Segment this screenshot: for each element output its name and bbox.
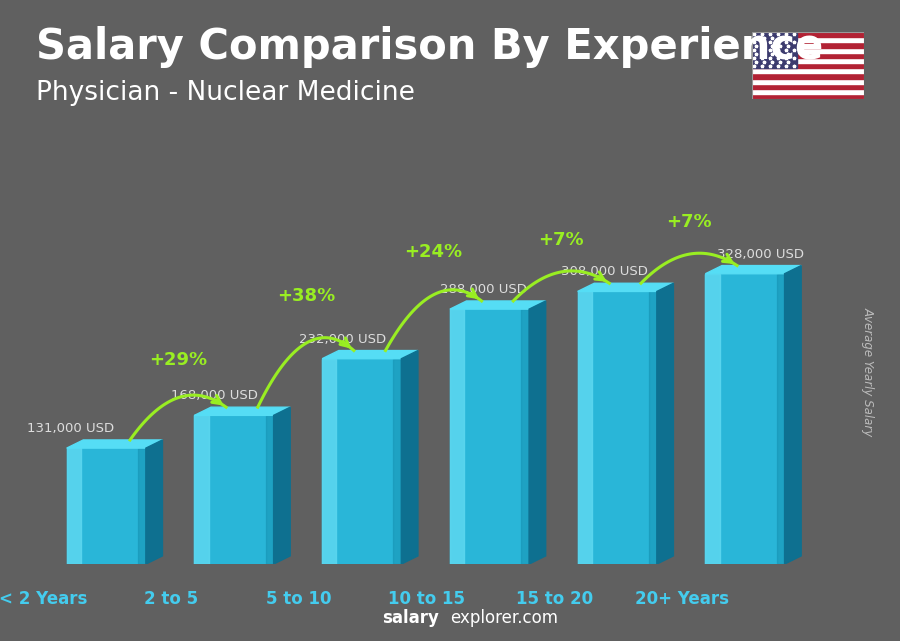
Bar [752, 69, 864, 74]
Bar [752, 84, 864, 89]
Text: 20+ Years: 20+ Years [635, 590, 729, 608]
Text: 5 to 10: 5 to 10 [266, 590, 332, 608]
Polygon shape [67, 448, 146, 564]
Polygon shape [138, 448, 146, 564]
Polygon shape [393, 359, 401, 564]
Polygon shape [146, 440, 163, 564]
Polygon shape [450, 301, 545, 309]
Polygon shape [521, 309, 529, 564]
Text: 308,000 USD: 308,000 USD [561, 265, 648, 278]
Polygon shape [706, 274, 785, 564]
Bar [752, 47, 864, 53]
Text: +38%: +38% [276, 287, 335, 305]
Text: +7%: +7% [538, 231, 584, 249]
Polygon shape [657, 283, 673, 564]
Polygon shape [706, 265, 801, 274]
Polygon shape [450, 309, 529, 564]
Bar [752, 89, 864, 94]
Polygon shape [194, 407, 290, 415]
Text: 168,000 USD: 168,000 USD [171, 389, 258, 403]
Polygon shape [274, 407, 290, 564]
Polygon shape [578, 283, 673, 292]
Text: < 2 Years: < 2 Years [0, 590, 88, 608]
Polygon shape [67, 440, 163, 448]
Polygon shape [322, 359, 401, 564]
Bar [752, 58, 864, 63]
Text: Physician - Nuclear Medicine: Physician - Nuclear Medicine [36, 80, 415, 106]
Text: 232,000 USD: 232,000 USD [299, 333, 386, 345]
Text: Average Yearly Salary: Average Yearly Salary [862, 307, 875, 437]
Bar [752, 53, 864, 58]
Polygon shape [785, 265, 801, 564]
Text: 328,000 USD: 328,000 USD [716, 247, 804, 261]
Bar [752, 37, 864, 42]
Polygon shape [194, 415, 209, 564]
Text: Salary Comparison By Experience: Salary Comparison By Experience [36, 26, 824, 68]
Polygon shape [578, 292, 592, 564]
Bar [752, 63, 864, 69]
Polygon shape [266, 415, 274, 564]
Bar [752, 42, 864, 47]
Polygon shape [777, 274, 785, 564]
Text: explorer.com: explorer.com [450, 609, 558, 627]
Bar [752, 74, 864, 79]
Bar [752, 79, 864, 84]
Polygon shape [450, 309, 464, 564]
Text: 10 to 15: 10 to 15 [389, 590, 465, 608]
Bar [752, 32, 796, 69]
Polygon shape [67, 448, 81, 564]
Text: +24%: +24% [404, 243, 463, 261]
Polygon shape [322, 359, 337, 564]
Polygon shape [578, 292, 657, 564]
Text: 288,000 USD: 288,000 USD [440, 283, 526, 296]
Polygon shape [649, 292, 657, 564]
Polygon shape [706, 274, 720, 564]
Polygon shape [194, 415, 274, 564]
Text: salary: salary [382, 609, 439, 627]
Text: 131,000 USD: 131,000 USD [27, 422, 114, 435]
Text: 2 to 5: 2 to 5 [144, 590, 199, 608]
Polygon shape [401, 351, 418, 564]
Polygon shape [322, 351, 418, 359]
Text: +7%: +7% [666, 213, 712, 231]
Bar [752, 32, 864, 37]
Text: 15 to 20: 15 to 20 [516, 590, 593, 608]
Bar [752, 94, 864, 99]
Text: +29%: +29% [149, 351, 207, 369]
Polygon shape [529, 301, 545, 564]
